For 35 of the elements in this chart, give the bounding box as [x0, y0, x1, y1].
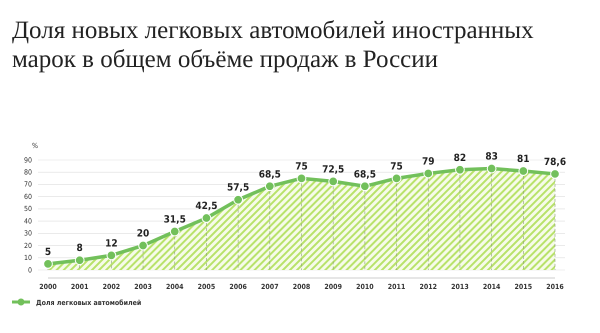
data-label: 42,5: [195, 201, 218, 212]
data-label: 5: [44, 246, 52, 258]
point: [423, 168, 434, 178]
data-label: 83: [485, 152, 498, 163]
point: [202, 213, 212, 223]
data-label: 75: [295, 161, 308, 172]
data-label: 31,5: [164, 214, 186, 226]
point: [486, 164, 496, 174]
data-label: 12: [105, 238, 118, 250]
data-label: 20: [136, 228, 150, 240]
point: [296, 173, 306, 184]
point: [264, 181, 275, 192]
point: [43, 259, 53, 269]
point: [360, 181, 370, 192]
chart-title: Доля новых легковых автомобилей иностранных марок в общем объёме продаж в России: [12, 17, 534, 73]
data-label: 75: [390, 161, 403, 172]
data-label: 82: [454, 152, 466, 164]
point: [455, 164, 465, 175]
data-label: 68,5: [258, 169, 281, 180]
point: [550, 169, 560, 179]
data-label: 8: [76, 243, 83, 254]
point: [106, 250, 116, 260]
point: [138, 240, 148, 250]
data-label: 78,6: [544, 156, 566, 168]
data-label: 81: [517, 154, 530, 165]
data-label: 57,5: [227, 182, 250, 194]
point: [392, 173, 402, 184]
point: [233, 194, 243, 205]
point: [74, 255, 85, 266]
point: [518, 166, 528, 176]
data-label: 79: [422, 156, 435, 168]
data-label: 72,5: [322, 164, 344, 176]
data-label: 68,5: [354, 169, 376, 180]
point: [170, 226, 180, 236]
point: [328, 176, 338, 186]
